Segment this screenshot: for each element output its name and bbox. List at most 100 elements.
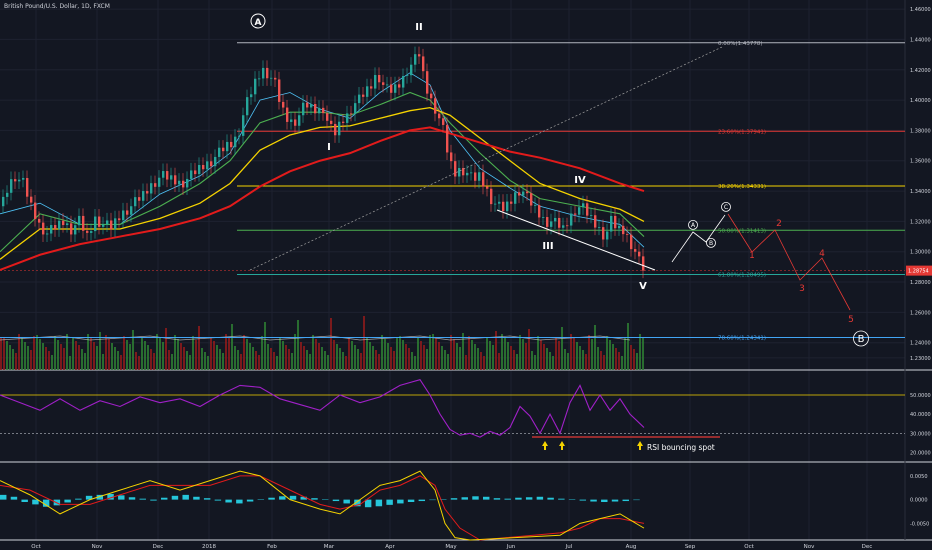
x-tick-label: Dec xyxy=(862,544,873,550)
candle-body xyxy=(146,191,149,194)
volume-bar xyxy=(336,344,338,370)
candle-body xyxy=(414,54,417,65)
volume-bar xyxy=(129,344,131,370)
candle-body xyxy=(434,98,437,114)
candle-body xyxy=(174,175,177,185)
volume-bar xyxy=(261,336,263,370)
volume-bar xyxy=(360,353,362,370)
volume-bar xyxy=(213,341,215,370)
volume-bar xyxy=(456,343,458,370)
candle-body xyxy=(386,84,389,86)
rsi-tick-label: 20.0000 xyxy=(910,450,931,456)
volume-bar xyxy=(57,340,59,370)
volume-bar xyxy=(255,351,257,370)
volume-bar xyxy=(177,339,179,370)
volume-bar xyxy=(126,340,128,370)
candle-body xyxy=(126,210,129,215)
y-tick-label: 1.32000 xyxy=(910,219,931,225)
wave-label: V xyxy=(639,281,647,292)
volume-bar xyxy=(171,354,173,370)
wave-label: IV xyxy=(574,175,586,186)
volume-bar xyxy=(192,336,194,370)
wave-label-circle xyxy=(250,13,266,29)
volume-bar xyxy=(246,339,248,370)
candle-body xyxy=(410,64,413,76)
projection-label-circle xyxy=(853,330,869,347)
volume-bar xyxy=(114,347,116,370)
macd-histogram-bar xyxy=(150,499,157,501)
volume-bar xyxy=(537,336,539,370)
volume-bar xyxy=(588,335,590,370)
macd-histogram-bar xyxy=(225,499,232,503)
candle-body xyxy=(598,227,601,228)
y-tick-label: 1.24000 xyxy=(910,341,931,347)
candle-body xyxy=(262,67,265,79)
candle-body xyxy=(118,218,121,221)
macd-histogram-bar xyxy=(386,499,393,505)
candle-body xyxy=(46,233,49,235)
macd-histogram-bar xyxy=(32,499,39,505)
candle-body xyxy=(86,230,89,233)
macd-histogram-bar xyxy=(21,499,28,502)
macd-histogram-bar xyxy=(493,498,501,500)
candle-body xyxy=(22,178,25,180)
macd-histogram-bar xyxy=(450,498,458,500)
volume-bar xyxy=(165,328,167,370)
candle-body xyxy=(78,215,81,226)
volume-bar xyxy=(267,344,269,370)
chart-title: British Pound/U.S. Dollar, 1D, FXCM xyxy=(4,3,110,10)
volume-bar xyxy=(195,340,197,370)
candle-body xyxy=(130,206,133,215)
volume-bar xyxy=(432,334,434,370)
candle-body xyxy=(538,205,541,218)
candle-body xyxy=(346,113,349,123)
candle-body xyxy=(402,76,405,88)
candle-body xyxy=(30,196,33,203)
candle-body xyxy=(242,115,245,136)
rsi-pane: RSI bouncing spot xyxy=(0,379,905,452)
x-tick-label: Oct xyxy=(744,544,754,550)
macd-histogram-bar xyxy=(10,496,18,500)
volume-bar xyxy=(600,351,602,370)
volume-bar xyxy=(543,344,545,370)
x-tick-label: Oct xyxy=(31,544,41,550)
volume-bar xyxy=(66,334,68,370)
volume-bar xyxy=(243,335,245,370)
macd-line xyxy=(0,470,645,541)
macd-histogram-bar xyxy=(418,499,426,502)
volume-bar xyxy=(0,338,2,370)
projection-label: 4 xyxy=(819,249,825,259)
volume-bar xyxy=(198,326,200,370)
candle-body xyxy=(330,120,333,124)
candle-body xyxy=(274,77,277,80)
volume-bar xyxy=(372,346,374,370)
wave-label: I xyxy=(327,142,331,153)
candle-body xyxy=(350,113,353,115)
candle-body xyxy=(362,94,365,97)
volume-bar xyxy=(378,354,380,370)
candle-body xyxy=(282,101,285,108)
macd-histogram-bar xyxy=(375,499,383,507)
candle-body xyxy=(38,218,41,223)
volume-bar xyxy=(156,334,158,370)
candle-body xyxy=(178,180,181,185)
candle-body xyxy=(602,227,605,240)
macd-histogram-bar xyxy=(96,494,104,500)
volume-bar xyxy=(453,339,455,370)
macd-pane xyxy=(0,470,645,541)
volume-bar xyxy=(498,353,500,370)
candle-body xyxy=(270,77,273,79)
volume-bar xyxy=(315,339,317,370)
volume-bar xyxy=(609,340,611,370)
candle-body xyxy=(382,82,385,85)
candle-body xyxy=(438,113,441,119)
candle-body xyxy=(562,225,565,228)
volume-bar xyxy=(420,341,422,370)
current-price-label: 1.28754 xyxy=(908,269,929,275)
candle-body xyxy=(290,119,293,122)
volume-bar xyxy=(579,346,581,370)
candle-body xyxy=(406,75,409,77)
volume-bar xyxy=(48,351,50,370)
candle-body xyxy=(198,164,201,175)
